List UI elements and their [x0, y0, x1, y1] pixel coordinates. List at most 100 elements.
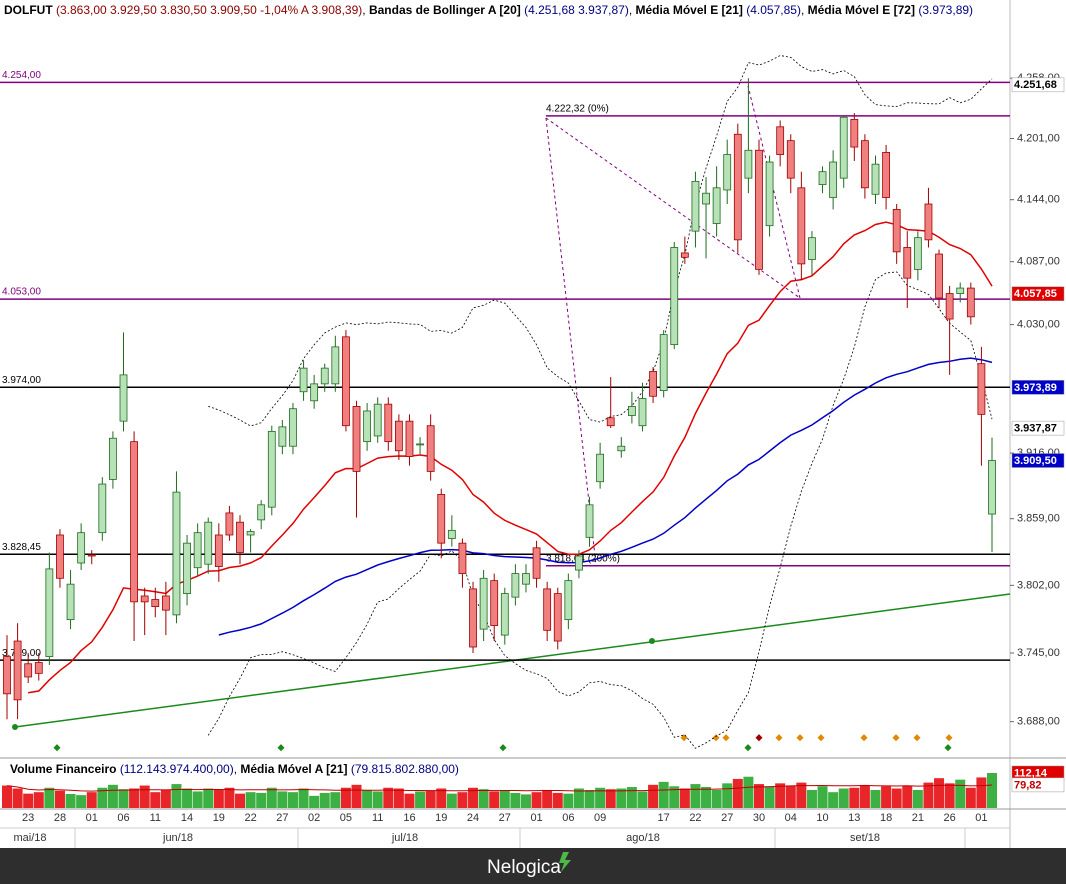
price-badge-label: 79,82	[1014, 779, 1042, 791]
candle-body	[755, 149, 763, 270]
signal	[892, 734, 900, 742]
volume-header: Volume Financeiro (112.143.974.400,00), …	[10, 762, 459, 776]
volume-bar	[806, 789, 817, 808]
volume-bar	[362, 789, 373, 808]
background	[0, 0, 1066, 848]
candle-body	[776, 126, 785, 155]
volume-bar	[976, 777, 987, 808]
volume-bar	[595, 787, 606, 808]
volume-bar	[965, 787, 976, 808]
candle-body	[649, 371, 657, 397]
volume-bar	[404, 793, 415, 808]
x-tick-label: 04	[785, 812, 797, 824]
candle-body	[490, 580, 499, 626]
candle-body	[257, 504, 266, 521]
signal	[755, 734, 763, 742]
candle-body	[416, 443, 424, 446]
volume-bar	[54, 790, 65, 808]
volume-bar	[912, 789, 923, 808]
volume-bar	[224, 787, 235, 808]
candle-body	[638, 398, 647, 427]
month-label: ago/18	[626, 832, 660, 844]
candle-body	[913, 237, 922, 270]
candle-body	[712, 187, 721, 224]
volume-bar	[150, 792, 161, 808]
candle-body	[670, 247, 679, 346]
candle-body	[945, 293, 954, 320]
candle-body	[829, 161, 838, 198]
x-tick-label: 27	[499, 812, 511, 824]
candle-body	[267, 430, 276, 508]
logo-mark	[559, 852, 571, 872]
volume-bar	[563, 793, 574, 808]
y-tick-label: 3.688,00	[1017, 716, 1060, 728]
volume-bar	[605, 789, 616, 808]
candle-body	[924, 203, 933, 241]
x-tick-label: 22	[244, 812, 256, 824]
volume-bar	[425, 790, 436, 808]
price-badge-label: 112,14	[1014, 767, 1048, 779]
candle-body	[405, 420, 414, 457]
footer-logo: Nelogica	[487, 857, 561, 878]
x-tick-label: 26	[944, 812, 956, 824]
signal	[913, 734, 921, 742]
candle-body	[659, 334, 668, 392]
x-tick-label: 05	[340, 812, 352, 824]
signal	[945, 734, 953, 742]
candle-body	[225, 512, 234, 536]
signal	[722, 734, 730, 742]
volume-bar	[287, 792, 298, 808]
candle-body	[246, 531, 255, 536]
trend-anchor	[12, 724, 18, 730]
candle-body	[289, 408, 297, 447]
candle-body	[606, 417, 615, 427]
x-tick-label: 11	[150, 812, 161, 824]
signal	[499, 744, 507, 752]
volume-bar	[902, 785, 913, 808]
level-label: 3.974,00	[2, 375, 41, 386]
bollinger-upper	[208, 55, 993, 427]
signal	[277, 744, 285, 752]
candle-body	[966, 287, 975, 318]
candle-body	[882, 151, 890, 198]
volume-bar	[76, 795, 87, 808]
volume-ma	[6, 784, 993, 792]
volume-bar	[33, 792, 44, 808]
candle-body	[384, 403, 393, 443]
volume-bar	[817, 786, 828, 808]
candle-body	[892, 209, 901, 253]
x-tick-label: 24	[467, 812, 479, 824]
candle-body	[903, 247, 912, 279]
trend-anchor	[649, 638, 655, 644]
volume-bar	[722, 783, 733, 808]
fib-level-label: 4.222,32 (0%)	[546, 103, 609, 114]
candle-body	[193, 532, 202, 569]
x-tick-label: 02	[308, 812, 320, 824]
volume-bar	[859, 785, 870, 808]
volume-bar	[12, 788, 23, 808]
candle-body	[575, 555, 583, 571]
bb-name: Bandas de Bollinger A [20]	[369, 3, 521, 17]
volume-bar	[743, 776, 754, 808]
ema-72	[218, 357, 993, 636]
volume-bar	[542, 789, 553, 808]
volume-bar	[934, 778, 945, 808]
level-label: 3.739,00	[2, 648, 41, 659]
x-tick-label: 22	[689, 812, 701, 824]
volume-bar	[457, 792, 468, 808]
candle-body	[310, 383, 319, 402]
candle-body	[765, 161, 774, 227]
price-badge	[1011, 777, 1065, 793]
volume-bar	[669, 786, 680, 808]
candle-body	[585, 504, 594, 538]
candle-body	[3, 656, 11, 695]
candle-body	[691, 180, 700, 232]
candle-body	[500, 593, 509, 636]
volume-bar	[828, 792, 839, 808]
candle-body	[839, 116, 848, 179]
candle-body	[172, 491, 181, 616]
candle-body	[342, 336, 350, 427]
level-label: 3.828,45	[2, 542, 41, 553]
candle-body	[109, 437, 117, 480]
candle-body	[56, 534, 64, 579]
